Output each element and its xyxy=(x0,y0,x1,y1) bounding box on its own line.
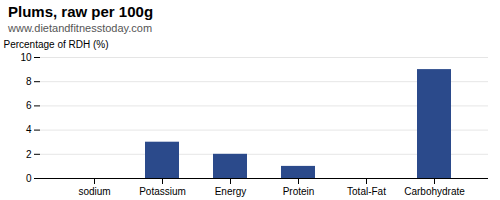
svg-text:2: 2 xyxy=(26,149,32,160)
html-text:Plums, raw per 100g: Plums, raw per 100g xyxy=(8,3,154,20)
svg-text:6: 6 xyxy=(26,100,32,111)
svg-text:Percentage of RDH (%): Percentage of RDH (%) xyxy=(4,39,109,50)
svg-text:Carbohydrate: Carbohydrate xyxy=(404,186,465,197)
svg-text:Potassium: Potassium xyxy=(139,186,186,197)
svg-text:Total-Fat: Total-Fat xyxy=(347,186,386,197)
svg-text:4: 4 xyxy=(26,124,32,135)
svg-text:sodium: sodium xyxy=(78,186,110,197)
html-text:www.dietandfitnesstoday.com: www.dietandfitnesstoday.com xyxy=(8,22,153,34)
svg-text:0: 0 xyxy=(26,173,32,184)
svg-text:10: 10 xyxy=(20,52,32,63)
svg-text:8: 8 xyxy=(26,76,32,87)
svg-text:Protein: Protein xyxy=(283,186,315,197)
svg-text:Energy: Energy xyxy=(215,186,247,197)
